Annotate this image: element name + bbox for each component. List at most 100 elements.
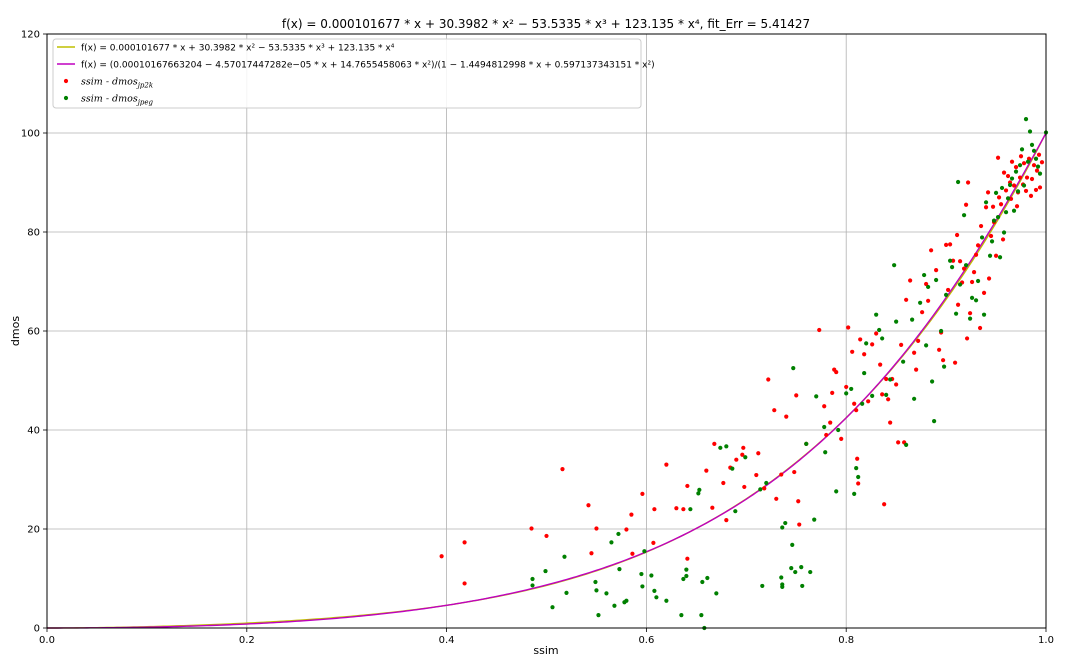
point-jpeg — [955, 179, 961, 185]
point-jp2k — [878, 362, 883, 367]
point-jpeg — [888, 377, 893, 382]
point-jpeg — [604, 591, 609, 596]
point-jp2k — [830, 390, 835, 395]
point-jpeg — [730, 466, 735, 471]
point-jp2k — [934, 268, 939, 273]
point-jpeg — [948, 258, 953, 263]
point-jp2k — [824, 432, 829, 438]
point-jpeg — [852, 491, 857, 496]
point-jpeg — [696, 491, 701, 496]
point-jp2k — [884, 376, 889, 382]
point-jp2k — [1039, 160, 1045, 165]
point-jpeg — [969, 295, 975, 300]
point-jpeg — [870, 393, 875, 398]
point-jpeg — [793, 569, 798, 575]
point-jp2k — [756, 451, 761, 456]
point-jp2k — [894, 382, 899, 387]
point-jpeg — [684, 567, 689, 572]
point-jpeg — [910, 317, 915, 322]
point-jpeg — [780, 582, 785, 587]
y-tick-label: 20 — [27, 525, 40, 536]
point-jp2k — [822, 404, 827, 409]
point-jp2k — [912, 350, 917, 355]
point-jpeg — [530, 583, 535, 588]
point-jpeg — [800, 583, 805, 589]
point-jpeg — [864, 341, 869, 346]
point-jpeg — [967, 316, 973, 321]
point-jp2k — [856, 481, 861, 486]
point-jp2k — [774, 496, 779, 501]
point-jp2k — [914, 367, 919, 372]
point-jp2k — [624, 527, 629, 532]
y-tick-label: 60 — [27, 327, 40, 338]
point-jp2k — [560, 467, 565, 472]
y-tick-label: 0 — [34, 624, 40, 635]
point-jp2k — [685, 556, 690, 561]
x-tick-label: 0.6 — [638, 635, 654, 646]
point-jpeg — [983, 200, 989, 205]
point-jpeg — [700, 579, 705, 585]
point-jp2k — [995, 155, 1001, 160]
point-jp2k — [874, 331, 879, 336]
point-jp2k — [854, 408, 859, 413]
point-jp2k — [1034, 168, 1040, 173]
point-jp2k — [971, 269, 977, 275]
point-jp2k — [983, 205, 989, 210]
legend-label-curve: f(x) = 0.000101677 * x + 30.3982 * x² − … — [81, 44, 395, 54]
point-jp2k — [1005, 173, 1011, 179]
point-jpeg — [617, 567, 622, 572]
fit-curve-2 — [47, 132, 1047, 629]
point-jp2k — [852, 401, 857, 406]
point-jp2k — [1003, 188, 1009, 193]
point-jp2k — [1031, 163, 1037, 168]
point-jpeg — [1007, 182, 1013, 188]
point-jpeg — [1017, 163, 1023, 168]
point-jp2k — [920, 310, 925, 315]
chart-title: f(x) = 0.000101677 * x + 30.3982 * x² − … — [282, 17, 810, 31]
point-jp2k — [629, 512, 634, 517]
point-jp2k — [981, 290, 987, 295]
point-jpeg — [804, 441, 809, 446]
point-jp2k — [916, 338, 921, 343]
legend-swatch-series — [63, 78, 69, 84]
point-jpeg — [812, 517, 817, 522]
point-jp2k — [797, 522, 802, 527]
point-jp2k — [855, 456, 860, 461]
point-jpeg — [1015, 189, 1021, 194]
point-jpeg — [609, 540, 614, 545]
point-jpeg — [679, 613, 684, 618]
point-jp2k — [924, 281, 929, 287]
point-jpeg — [564, 590, 569, 595]
point-jpeg — [989, 239, 995, 244]
point-jp2k — [963, 202, 969, 207]
point-jp2k — [828, 420, 833, 425]
point-jpeg — [530, 576, 535, 582]
point-jpeg — [596, 613, 601, 618]
point-jpeg — [681, 576, 686, 582]
point-jp2k — [862, 352, 867, 357]
point-jpeg — [654, 595, 659, 600]
point-jpeg — [814, 394, 819, 399]
point-jp2k — [908, 278, 913, 283]
point-jpeg — [652, 588, 657, 593]
legend-box — [52, 38, 642, 109]
point-jp2k — [462, 540, 467, 545]
point-jpeg — [979, 235, 985, 240]
point-jp2k — [586, 503, 591, 508]
point-jp2k — [594, 526, 599, 531]
point-jp2k — [754, 472, 759, 478]
point-jpeg — [808, 569, 813, 575]
point-jpeg — [823, 450, 828, 455]
point-jp2k — [652, 507, 657, 512]
point-jp2k — [1036, 152, 1042, 157]
point-jpeg — [999, 185, 1005, 191]
point-jp2k — [1028, 193, 1034, 198]
x-tick-label: 0.0 — [39, 635, 55, 646]
point-jpeg — [939, 328, 944, 334]
point-jpeg — [714, 591, 719, 596]
point-jpeg — [758, 487, 763, 492]
point-jpeg — [639, 571, 644, 577]
y-tick-label: 40 — [27, 426, 40, 437]
point-jpeg — [918, 300, 923, 305]
